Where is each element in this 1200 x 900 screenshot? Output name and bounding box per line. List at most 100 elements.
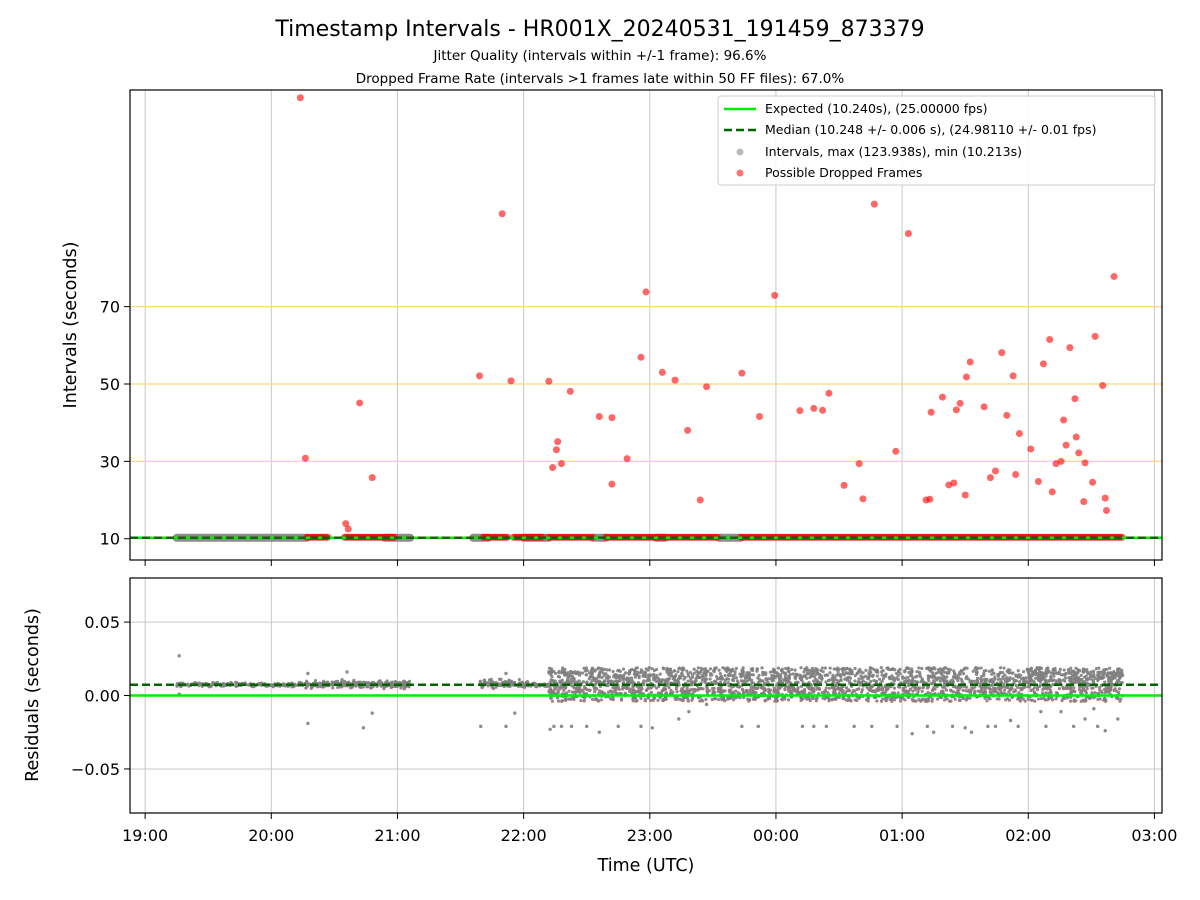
residual-point [713, 666, 717, 670]
residual-point [635, 673, 639, 677]
residual-point [847, 689, 852, 693]
residual-point [1028, 673, 1032, 677]
residual-point [727, 688, 731, 692]
residual-point [513, 711, 517, 715]
residual-point [593, 698, 598, 702]
residual-point [382, 687, 386, 691]
residual-point [692, 667, 696, 671]
residual-point [834, 678, 838, 682]
residual-point [1069, 686, 1073, 690]
residual-point [683, 689, 687, 693]
residual-point [892, 676, 896, 680]
residual-point [946, 671, 950, 675]
residual-point [799, 666, 803, 670]
residual-point [844, 686, 849, 690]
residual-point [628, 671, 632, 675]
residual-point [1016, 724, 1020, 729]
residual-point [903, 676, 907, 680]
residual-point [490, 685, 494, 689]
legend-intervals-swatch [736, 148, 744, 156]
residual-point [979, 689, 983, 693]
residual-point [884, 672, 888, 676]
residual-point [561, 666, 565, 670]
residual-point [817, 672, 821, 676]
residual-point [607, 668, 612, 672]
residual-point [680, 698, 685, 703]
residual-point [710, 680, 714, 685]
residual-point [738, 684, 742, 689]
residual-point [1005, 669, 1009, 673]
residual-point [370, 711, 374, 715]
residual-point [926, 696, 931, 701]
residual-point [718, 672, 722, 676]
residual-point [637, 686, 641, 690]
residual-point [708, 689, 712, 693]
residual-point [960, 679, 964, 683]
residual-point [812, 671, 816, 675]
dropped-frame-point [1101, 494, 1109, 502]
residuals-x-tick-label: 23:00 [627, 826, 673, 845]
residual-point [876, 670, 880, 674]
residual-point [815, 696, 819, 700]
residual-point [754, 686, 758, 691]
residual-point [584, 686, 588, 691]
residual-point [587, 671, 592, 675]
residual-point [1108, 666, 1112, 670]
residual-point [549, 687, 553, 691]
residual-point [770, 676, 774, 680]
residual-point [866, 699, 870, 703]
residual-point [573, 691, 577, 695]
residual-point [686, 697, 690, 701]
residual-point [757, 673, 761, 677]
dropped-frame-point [1091, 332, 1099, 340]
residuals-y-tick-label: 0.05 [84, 613, 120, 632]
residual-point [779, 673, 783, 677]
x-axis-label: Time (UTC) [597, 856, 695, 876]
residual-point [941, 689, 945, 693]
residual-point [552, 724, 556, 729]
dropped-frame-point [825, 389, 833, 397]
residual-point [907, 683, 911, 687]
residual-point [820, 677, 824, 681]
residual-point [1116, 717, 1120, 721]
dropped-frame-point [608, 414, 616, 422]
residual-point [1030, 698, 1034, 702]
residual-point [884, 687, 889, 692]
residual-point [1069, 666, 1073, 670]
residual-point [855, 687, 859, 692]
residual-point [705, 690, 710, 695]
dropped-frame-point [696, 496, 704, 504]
residual-point [1107, 677, 1111, 681]
residual-point [895, 724, 899, 729]
residual-point [552, 669, 556, 674]
residual-point [340, 680, 344, 684]
residual-point [966, 677, 971, 681]
residual-point [399, 686, 403, 690]
residual-point [597, 730, 602, 734]
residual-point [839, 678, 843, 682]
residual-point [682, 685, 686, 689]
residual-point [860, 690, 864, 694]
residual-point [836, 687, 840, 691]
intervals-y-tick-label: 30 [100, 452, 120, 471]
residual-point [1019, 686, 1023, 690]
residual-point [975, 670, 979, 675]
dropped-frame-point [771, 291, 779, 299]
residual-point [911, 689, 915, 693]
residual-point [652, 668, 657, 673]
residual-point [872, 689, 876, 693]
residual-point [352, 678, 356, 682]
residual-point [504, 724, 508, 729]
residual-point [774, 697, 778, 701]
dropped-frame-point [623, 455, 631, 463]
residual-point [610, 697, 614, 701]
residual-point [1035, 666, 1039, 670]
residual-point [917, 670, 922, 674]
dropped-frame-point [703, 383, 711, 391]
residual-point [844, 671, 848, 675]
residual-point [685, 689, 689, 694]
dropped-frame-point [498, 210, 506, 218]
residual-point [627, 687, 632, 691]
residual-point [756, 681, 760, 685]
residual-point [640, 686, 644, 691]
